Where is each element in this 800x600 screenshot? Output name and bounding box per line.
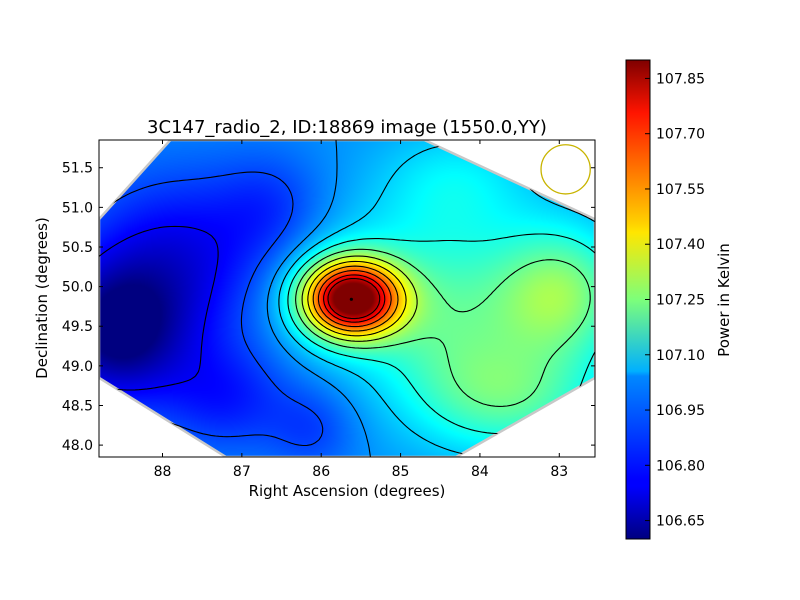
colorbar-tick-label: 106.95 — [656, 403, 705, 419]
colorbar-label: Power in Kelvin — [715, 243, 733, 357]
axes-frame — [98, 139, 596, 458]
peak-marker — [349, 297, 353, 301]
beam-circle — [540, 144, 591, 195]
colorbar-tick-label: 107.40 — [656, 237, 705, 253]
y-tick-label: 50.0 — [62, 280, 93, 296]
y-tick-label: 49.0 — [62, 359, 93, 375]
x-tick-label: 83 — [550, 464, 568, 480]
peak-dot — [349, 297, 353, 301]
x-axis-label: Right Ascension (degrees) — [249, 482, 446, 500]
heatmap-image — [99, 140, 595, 457]
y-tick-label: 49.5 — [62, 319, 93, 335]
x-tick-label: 85 — [392, 464, 410, 480]
contour-level-7 — [301, 255, 418, 342]
contour-level-11 — [323, 274, 386, 323]
contour-level-12 — [327, 277, 381, 320]
contour-level-6 — [295, 248, 591, 407]
colorbar-tick-label: 106.65 — [656, 514, 705, 530]
contour-level-1 — [99, 225, 219, 391]
colorbar-tick-label: 107.55 — [656, 182, 705, 198]
contour-level-9 — [312, 265, 399, 332]
chart-title: 3C147_radio_2, ID:18869 image (1550.0,YY… — [147, 117, 547, 138]
colorbar-tick-label: 107.25 — [656, 293, 705, 309]
x-tick-label: 87 — [233, 464, 251, 480]
x-tick-label: 84 — [471, 464, 489, 480]
y-axis-label: Declination (degrees) — [33, 217, 51, 379]
contour-level-10 — [317, 269, 392, 328]
colorbar-ticks: 106.65 106.80 106.95 107.10 107.25 107.40 107.… — [645, 71, 705, 530]
y-tick-label: 51.5 — [62, 161, 93, 177]
x-tick-label: 86 — [312, 464, 330, 480]
y-tick-label: 51.0 — [62, 200, 93, 216]
contour-level-2 — [99, 171, 324, 447]
colorbar-tick-label: 107.10 — [656, 348, 705, 364]
y-tick-label: 50.5 — [62, 240, 93, 256]
y-axis-ticks: 48.0 48.5 49.0 49.5 50.0 50.5 51.0 51.5 — [62, 161, 595, 454]
contour-level-3 — [266, 140, 372, 457]
y-tick-label: 48.5 — [62, 398, 93, 414]
contour-lines — [99, 140, 595, 457]
x-axis-ticks: 88 87 86 85 84 83 — [154, 140, 568, 480]
y-tick-label: 48.0 — [62, 438, 93, 454]
x-tick-label: 88 — [154, 464, 172, 480]
field-boundary — [99, 140, 595, 457]
contour-level-8 — [307, 260, 407, 337]
colorbar-tick-label: 106.80 — [656, 458, 705, 474]
colorbar-tick-label: 107.85 — [656, 71, 705, 87]
colorbar-tick-label: 107.70 — [656, 127, 705, 143]
